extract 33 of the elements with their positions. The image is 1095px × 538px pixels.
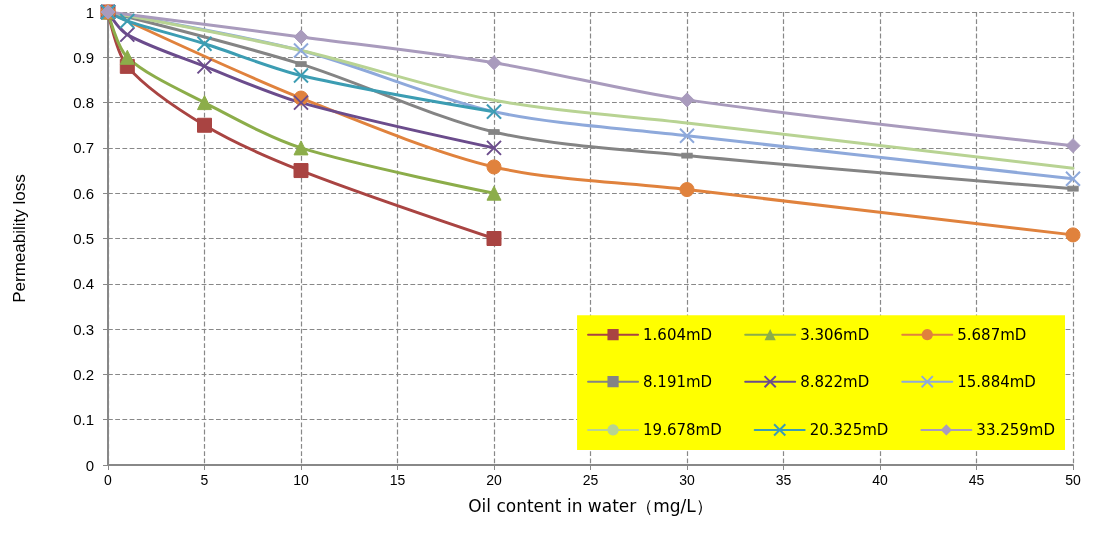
y-tick-label: 0	[85, 456, 94, 474]
x-tick-label: 50	[1065, 472, 1081, 488]
y-tick-label: 0.1	[73, 411, 94, 429]
y-tick-label: 0.4	[73, 275, 94, 293]
x-tick-label: 15	[389, 472, 406, 488]
x-tick-label: 30	[679, 472, 695, 488]
y-tick-label: 0.6	[73, 184, 94, 202]
legend-label: 8.822mD	[800, 372, 870, 391]
legend-label: 15.884mD	[957, 372, 1036, 391]
x-axis-title: Oil content in water（mg/L）	[468, 495, 713, 516]
x-tick-label: 5	[200, 472, 209, 488]
y-tick-label: 0.8	[73, 94, 94, 112]
y-tick-label: 0.2	[73, 365, 94, 383]
legend-label: 5.687mD	[957, 325, 1027, 344]
legend-label: 33.259mD	[976, 420, 1056, 439]
x-tick-label: 10	[293, 472, 309, 488]
legend-label: 19.678mD	[643, 420, 722, 439]
y-axis-title: Permeability loss	[10, 174, 29, 303]
y-tick-label: 0.3	[73, 320, 94, 338]
y-tick-label: 0.5	[73, 230, 94, 247]
x-tick-label: 0	[104, 472, 113, 488]
x-tick-label: 45	[968, 472, 985, 488]
legend-label: 3.306mD	[800, 325, 870, 344]
legend-label: 20.325mD	[809, 420, 889, 439]
legend-label: 8.191mD	[643, 372, 713, 391]
y-tick-label: 1	[85, 3, 94, 21]
x-tick-label: 40	[872, 472, 888, 488]
legend-label: 1.604mD	[643, 325, 713, 344]
y-tick-label: 0.9	[73, 48, 94, 66]
x-tick-label: 25	[582, 472, 599, 488]
x-tick-label: 20	[486, 472, 502, 488]
y-tick-label: 0.7	[73, 139, 94, 157]
x-tick-label: 35	[775, 472, 792, 488]
